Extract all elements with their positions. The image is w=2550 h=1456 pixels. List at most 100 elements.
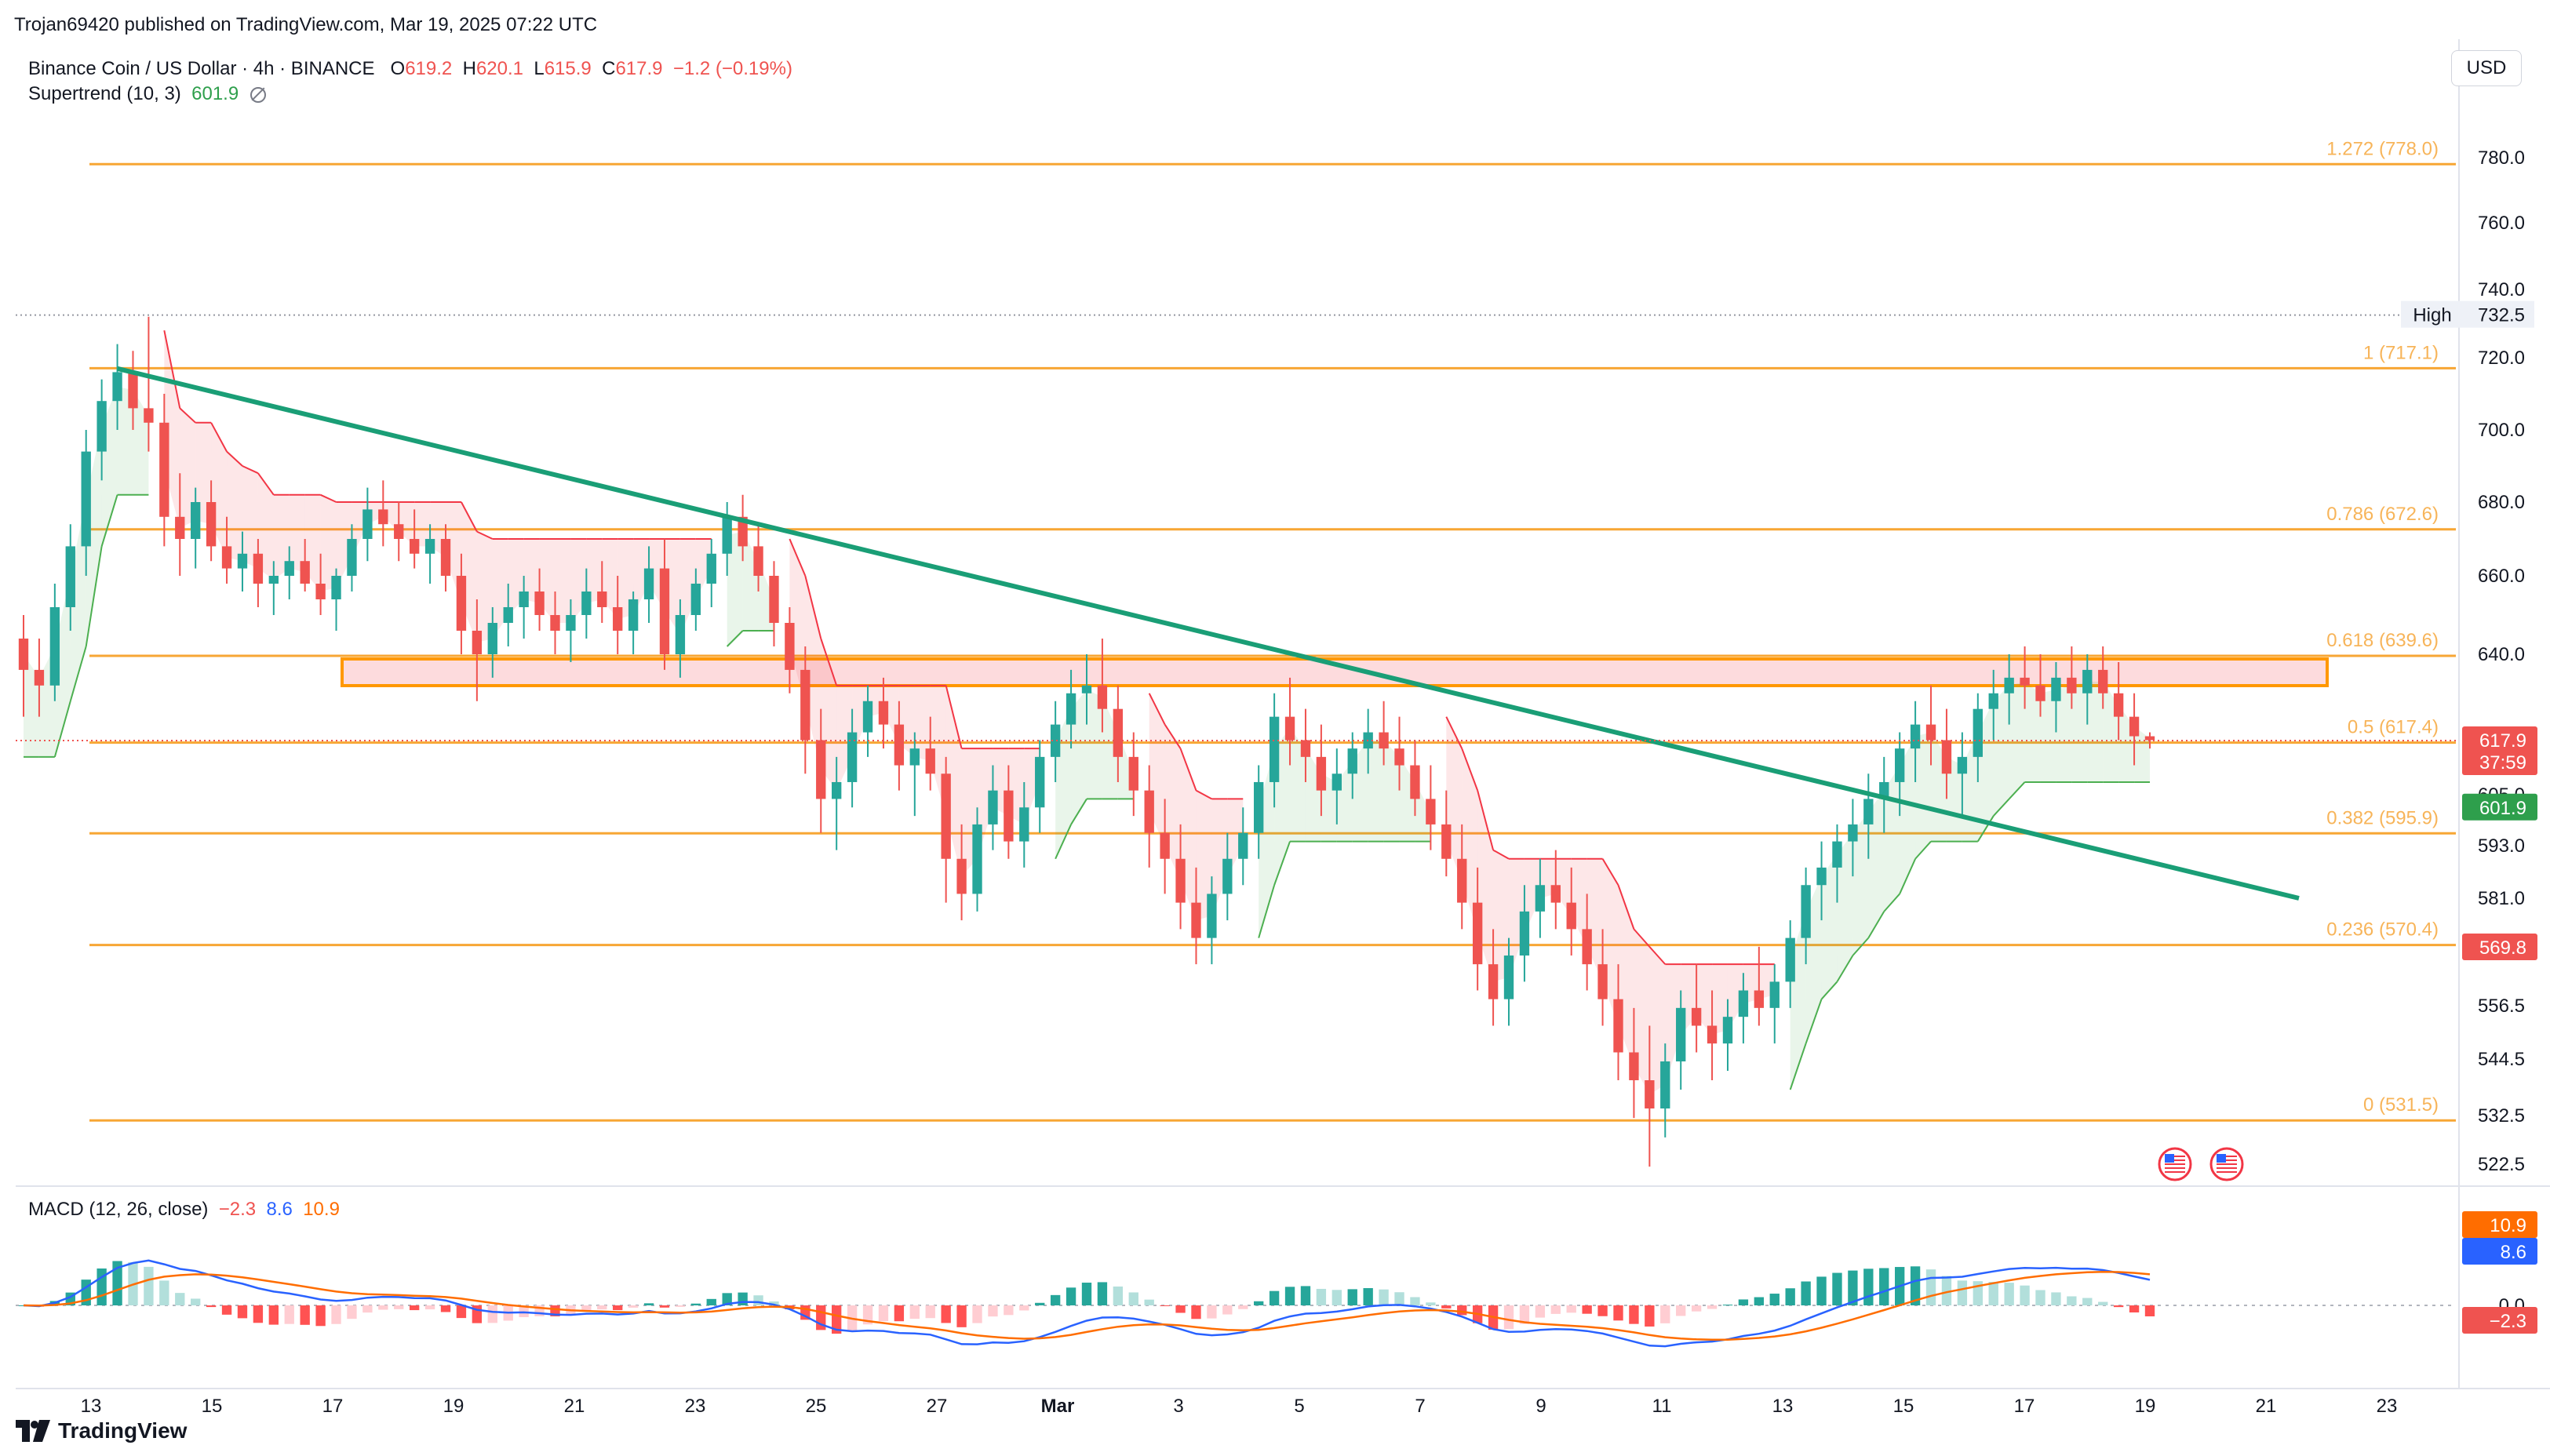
candle-body [1081,685,1092,693]
high-value: 620.1 [475,58,523,79]
supertrend-fill [2024,681,2041,782]
candle-body [925,748,935,774]
candle-body [2035,685,2045,701]
candle-body [1238,832,1248,859]
candle-body [472,631,483,654]
supertrend-fill [1665,964,1681,1085]
supertrend-fill [2040,689,2056,782]
supertrend-legend[interactable]: Supertrend (10, 3) 601.9 [28,83,266,105]
macd-histogram-bar [1394,1292,1404,1305]
time-tick-label: 19 [443,1396,464,1417]
macd-histogram-bar [972,1305,982,1323]
candle-body [1629,1052,1639,1080]
supertrend-fill [1555,858,1572,916]
candle-body [1050,724,1061,757]
supertrend-fill [679,539,696,635]
time-tick-label: 3 [1173,1396,1183,1417]
supertrend-fill [257,473,274,580]
macd-histogram-bar [409,1305,420,1311]
fib-level-label: 0.382 (595.9) [2326,807,2439,828]
macd-line-value: 8.6 [266,1199,293,1220]
candle-body [1973,708,1983,757]
supertrend-line [53,701,71,758]
candle-body [831,781,842,799]
macd-histogram-bar [1676,1305,1686,1316]
macd-histogram-bar [1691,1305,1702,1312]
candle-body [816,740,826,799]
macd-histogram-bar [394,1305,404,1309]
supertrend-value: 601.9 [191,83,239,104]
macd-histogram-bar [2035,1290,2045,1305]
close-value: 617.9 [615,58,663,79]
macd-histogram-bar [1785,1288,1795,1305]
macd-histogram-bar [1050,1294,1061,1305]
candle-body [378,509,388,525]
candle-body [206,502,217,547]
high-value-badge [2464,300,2534,328]
macd-histogram-bar [456,1305,467,1319]
macd-histogram-bar [1081,1283,1092,1305]
price-tick-label: 532.5 [2478,1105,2525,1127]
supertrend-line [1148,693,1166,726]
price-tick-label: 544.5 [2478,1049,2525,1070]
macd-histogram-bar [675,1305,686,1307]
macd-histogram-bar [1503,1305,1514,1330]
candle-body [613,607,623,631]
macd-histogram-bar [1175,1305,1186,1313]
supertrend-fill [1196,790,1212,921]
macd-histogram-bar [1128,1292,1138,1305]
macd-label: MACD (12, 26, close) [28,1199,209,1220]
supertrend-line [85,546,103,647]
macd-histogram-bar [1645,1305,1655,1327]
macd-histogram-bar [112,1261,122,1305]
macd-histogram-bar [1988,1282,1998,1305]
macd-histogram-bar [1613,1305,1623,1321]
macd-legend[interactable]: MACD (12, 26, close) −2.3 8.6 10.9 [28,1199,340,1221]
price-tick-label: 720.0 [2478,348,2525,369]
macd-histogram-bar [1097,1282,1108,1305]
candle-body [1191,902,1201,938]
candle-body [18,639,29,670]
supertrend-fill [2071,681,2088,782]
candle-body [1550,885,1561,903]
candle-body [643,568,654,599]
time-tick-label: 13 [81,1396,102,1417]
macd-histogram-bar [487,1305,497,1323]
candle-body [503,607,513,623]
macd-histogram-bar [1284,1287,1295,1305]
candle-body [690,584,701,615]
candle-body [1331,774,1342,791]
candle-body [1738,990,1749,1017]
macd-histogram-bar [221,1305,232,1315]
candle-body [2098,669,2108,693]
candle-body [128,372,138,409]
macd-histogram-bar [613,1305,623,1311]
macd-histogram-bar [253,1305,264,1323]
candle-body [1160,832,1170,859]
candle-body [34,669,45,686]
supertrend-fill [633,539,650,615]
candle-body [894,724,905,766]
time-tick-label: 7 [1415,1396,1425,1417]
supertrend-fill [227,451,242,562]
candle-body [440,539,451,576]
time-tick-label: 27 [927,1396,948,1417]
price-tick-label: 640.0 [2478,644,2525,665]
supertrend-line [1445,716,1463,749]
macd-histogram-bar [831,1305,842,1334]
currency-button[interactable]: USD [2451,50,2522,86]
candle-body [1035,756,1045,808]
price-badge-value: 617.9 [2479,730,2526,752]
supertrend-line [179,407,196,424]
macd-histogram-bar [1019,1305,1029,1311]
descending-trendline [116,366,2300,901]
supertrend-fill [1383,740,1400,842]
macd-badge-value: −2.3 [2490,1311,2526,1332]
supertrend-line [804,575,822,639]
macd-histogram-bar [862,1305,873,1325]
price-badge [2462,793,2537,821]
supertrend-line [1648,946,1667,965]
candle-body [1645,1080,1655,1108]
macd-histogram-bar [1004,1305,1014,1316]
visibility-off-icon[interactable] [250,86,266,103]
